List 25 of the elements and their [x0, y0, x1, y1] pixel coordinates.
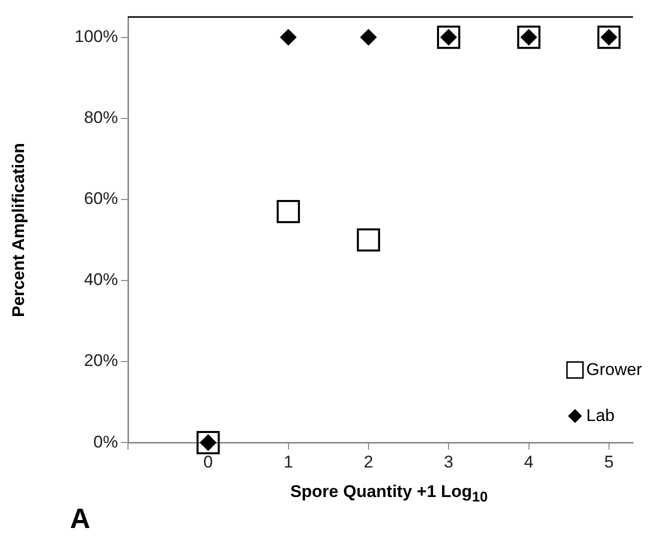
x-tick-label: 2 [364, 452, 374, 472]
y-tick-label: 80% [84, 108, 118, 128]
y-tick-label: 0% [93, 432, 118, 452]
point [597, 26, 621, 49]
legend-label: Lab [586, 406, 615, 426]
point [517, 26, 540, 49]
point [360, 29, 376, 46]
x-tick-label: 3 [444, 452, 454, 472]
point [196, 430, 220, 454]
point [276, 200, 300, 224]
x-tick-label: 4 [524, 452, 534, 472]
x-axis-title: Spore Quantity +1 Log$_{10}$ [289, 482, 489, 506]
point [356, 228, 380, 252]
point [437, 26, 460, 49]
point [280, 29, 296, 46]
legend-label: Grower [586, 360, 642, 380]
x-tick-label: 0 [203, 452, 213, 472]
y-tick-label: 60% [84, 189, 118, 208]
y-tick-label: 20% [84, 351, 118, 370]
y-tick-label: 100% [74, 26, 118, 46]
x-tick-label: 1 [284, 452, 294, 472]
y-axis-title: Percent Amplification [9, 142, 29, 320]
y-tick-label: 40% [84, 270, 118, 290]
x-tick-label: 5 [604, 452, 614, 472]
text: A [70, 503, 90, 534]
